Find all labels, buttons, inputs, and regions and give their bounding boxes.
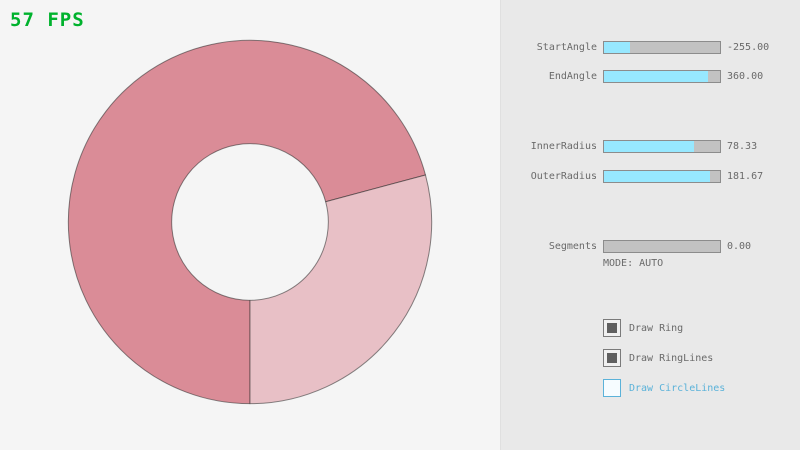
outerradius-value: 181.67	[727, 171, 764, 182]
slider-row-innerradius: InnerRadius 78.33	[501, 139, 800, 154]
controls-panel: StartAngle -255.00 EndAngle 360.00 Inner…	[500, 0, 800, 450]
checkbox-row-draw-ring: Draw Ring	[603, 318, 683, 338]
slider-row-startangle: StartAngle -255.00	[501, 40, 800, 55]
innerradius-label: InnerRadius	[530, 141, 597, 152]
startangle-value: -255.00	[727, 42, 770, 53]
segments-mode-label: MODE: AUTO	[603, 258, 664, 269]
ring-chart	[67, 39, 433, 405]
innerradius-slider[interactable]	[603, 140, 721, 153]
startangle-slider-fill	[604, 42, 630, 53]
segments-label: Segments	[548, 241, 597, 252]
segments-value: 0.00	[727, 241, 752, 252]
draw-ring-checkbox[interactable]	[603, 319, 621, 337]
endangle-value: 360.00	[727, 71, 764, 82]
checkbox-row-draw-circlelines: Draw CircleLines	[603, 378, 725, 398]
draw-ringlines-checkbox[interactable]	[603, 349, 621, 367]
slider-row-endangle: EndAngle 360.00	[501, 69, 800, 84]
startangle-label: StartAngle	[536, 42, 597, 53]
draw-ring-label: Draw Ring	[629, 322, 684, 334]
outerradius-slider[interactable]	[603, 170, 721, 183]
endangle-slider-fill	[604, 71, 709, 82]
slider-row-outerradius: OuterRadius 181.67	[501, 169, 800, 184]
draw-ringlines-label: Draw RingLines	[629, 352, 714, 364]
segments-slider[interactable]	[603, 240, 721, 253]
outerradius-slider-fill	[604, 171, 710, 182]
endangle-label: EndAngle	[548, 71, 597, 82]
startangle-slider[interactable]	[603, 41, 721, 54]
endangle-slider[interactable]	[603, 70, 721, 83]
slider-row-segments: Segments 0.00	[501, 239, 800, 254]
draw-circlelines-label: Draw CircleLines	[629, 382, 726, 394]
outerradius-label: OuterRadius	[530, 171, 597, 182]
fps-counter: 57 FPS	[10, 9, 85, 31]
innerradius-slider-fill	[604, 141, 695, 152]
draw-circlelines-checkbox[interactable]	[603, 379, 621, 397]
innerradius-value: 78.33	[727, 141, 758, 152]
checkbox-row-draw-ringlines: Draw RingLines	[603, 348, 713, 368]
